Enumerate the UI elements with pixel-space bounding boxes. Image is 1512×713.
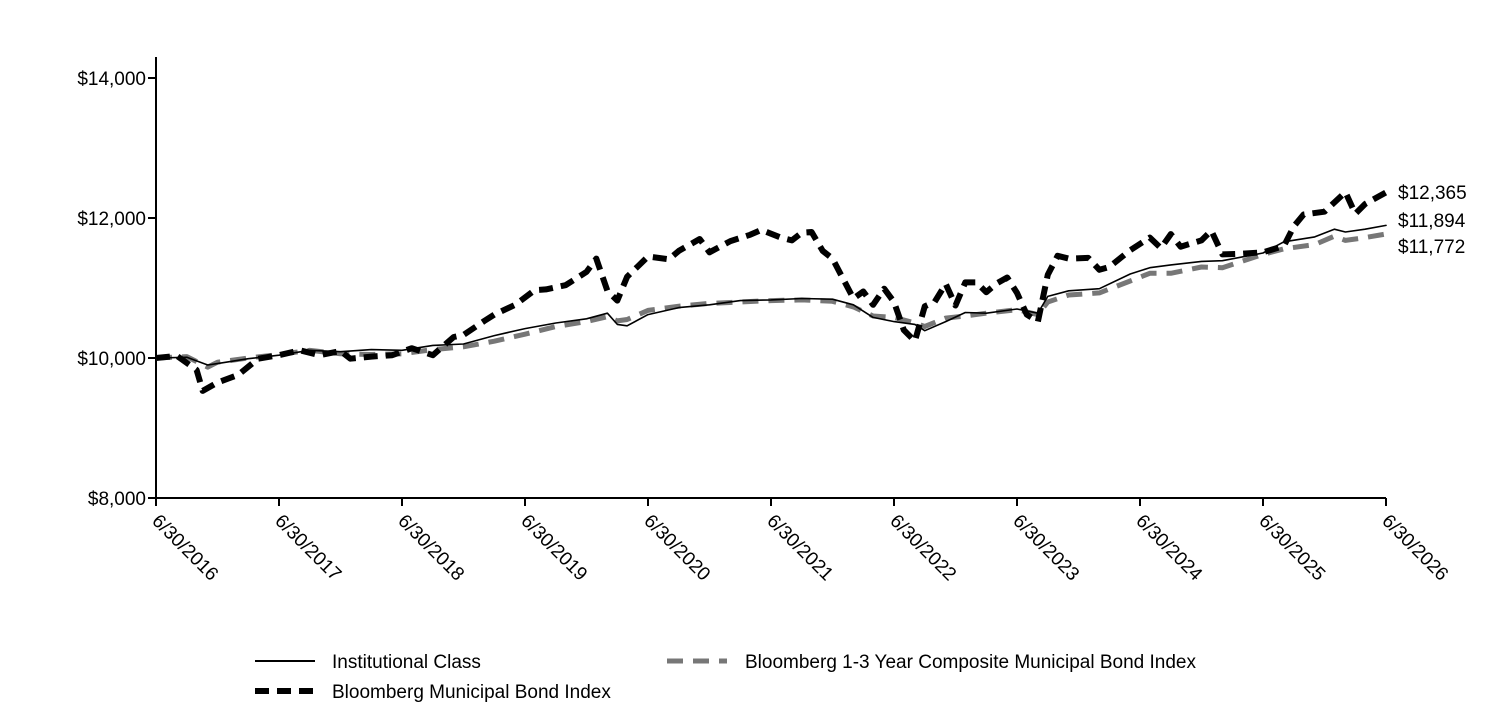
- y-tick-label: $10,000: [77, 349, 146, 370]
- legend-item-institutional-class: Institutional Class: [255, 652, 481, 673]
- x-tick-label: 6/30/2021: [762, 511, 837, 586]
- x-tick-label: 6/30/2025: [1254, 511, 1329, 586]
- end-value-label: $11,772: [1398, 237, 1465, 258]
- legend-item-bloomberg-municipal-index: Bloomberg Municipal Bond Index: [255, 682, 611, 703]
- legend: Institutional Class Bloomberg 1-3 Year C…: [255, 652, 1196, 703]
- x-tick-label: 6/30/2020: [639, 511, 714, 586]
- legend-label-institutional-class: Institutional Class: [332, 652, 481, 673]
- legend-label-bloomberg-municipal-index: Bloomberg Municipal Bond Index: [332, 682, 611, 703]
- x-tick-label: 6/30/2023: [1008, 511, 1083, 586]
- series-line-institutional-class: [155, 224, 1387, 366]
- series-lines: [155, 189, 1388, 394]
- legend-label-bloomberg-1-3-year-index: Bloomberg 1-3 Year Composite Municipal B…: [745, 652, 1196, 673]
- y-tick-label: $8,000: [88, 489, 146, 510]
- end-value-label: $12,365: [1398, 183, 1467, 204]
- x-tick-label: 6/30/2026: [1377, 511, 1452, 586]
- end-value-label: $11,894: [1398, 211, 1466, 232]
- x-tick-label: 6/30/2018: [393, 511, 468, 586]
- y-tick-label: $12,000: [77, 209, 146, 230]
- series-line-bloomberg-1-3-year-composite-municipal-bond-index: [155, 231, 1387, 370]
- x-tick-label: 6/30/2016: [147, 511, 222, 586]
- end-value-labels: $12,365 $11,894 $11,772: [1398, 183, 1467, 258]
- x-tick-label: 6/30/2024: [1131, 511, 1206, 586]
- x-tick-label: 6/30/2017: [270, 511, 345, 586]
- x-tick-label: 6/30/2022: [885, 511, 960, 586]
- y-tick-label: $14,000: [77, 69, 146, 90]
- series-line-bloomberg-municipal-bond-index: [155, 189, 1388, 394]
- axes: $8,000 $10,000 $12,000 $14,000 6/30/2016 6/30…: [77, 57, 1452, 586]
- x-tick-label: 6/30/2019: [516, 511, 591, 586]
- legend-item-bloomberg-1-3-year-index: Bloomberg 1-3 Year Composite Municipal B…: [667, 652, 1196, 673]
